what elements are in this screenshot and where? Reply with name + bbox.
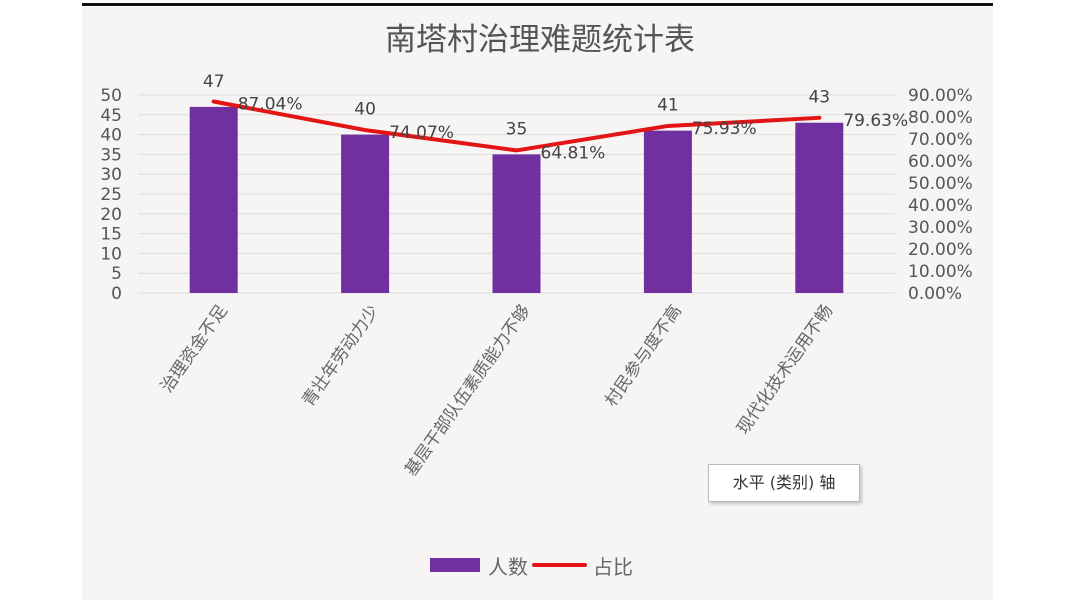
legend-label-count: 人数 [488, 554, 528, 579]
left-tick: 50 [100, 86, 122, 106]
top-border [82, 3, 993, 6]
legend[interactable]: 人数 占比 [430, 550, 633, 580]
bar [189, 106, 238, 293]
left-tick: 25 [100, 185, 122, 205]
left-tick: 45 [100, 106, 122, 126]
category-label: 治理资金不足 [157, 301, 232, 396]
legend-swatch-line [532, 563, 587, 567]
left-tick: 15 [100, 225, 122, 245]
right-tick: 90.00% [908, 86, 973, 106]
axis-tooltip: 水平 (类别) 轴 [708, 464, 860, 502]
right-tick: 50.00% [908, 174, 973, 194]
right-tick: 20.00% [908, 240, 973, 260]
left-tick: 5 [111, 264, 122, 284]
legend-label-ratio: 占比 [593, 554, 633, 579]
bar-label: 40 [354, 100, 376, 120]
right-tick: 0.00% [908, 284, 962, 304]
chart-title: 南塔村治理难题统计表 [385, 22, 695, 58]
left-tick: 35 [100, 145, 122, 165]
bar [492, 154, 541, 293]
line-label: 79.63% [843, 111, 908, 131]
line-label: 74.07% [389, 123, 454, 143]
category-label: 基层干部队伍素质能力不够 [401, 301, 534, 480]
left-tick: 0 [111, 284, 122, 304]
bar-label: 41 [657, 96, 679, 116]
right-tick: 60.00% [908, 152, 973, 172]
right-tick: 30.00% [908, 218, 973, 238]
right-tick: 10.00% [908, 262, 973, 282]
category-label: 青壮年劳动力少 [299, 301, 384, 410]
left-tick: 10 [100, 244, 122, 264]
left-tick: 30 [100, 165, 122, 185]
bar-label: 35 [506, 119, 528, 139]
bar [795, 122, 844, 293]
line-label: 64.81% [541, 143, 606, 163]
bar-label: 47 [203, 72, 225, 92]
bar [341, 134, 390, 293]
right-tick: 80.00% [908, 108, 973, 128]
bar [643, 130, 692, 293]
left-tick: 40 [100, 126, 122, 146]
legend-swatch-bar [430, 558, 480, 572]
line-label: 75.93% [692, 119, 757, 139]
right-tick: 40.00% [908, 196, 973, 216]
bar-label: 43 [808, 88, 830, 108]
right-tick: 70.00% [908, 130, 973, 150]
line-label: 87.04% [238, 95, 303, 115]
category-label: 现代化技术运用不畅 [733, 301, 837, 438]
category-label: 村民参与度不高 [601, 301, 686, 410]
left-tick: 20 [100, 205, 122, 225]
